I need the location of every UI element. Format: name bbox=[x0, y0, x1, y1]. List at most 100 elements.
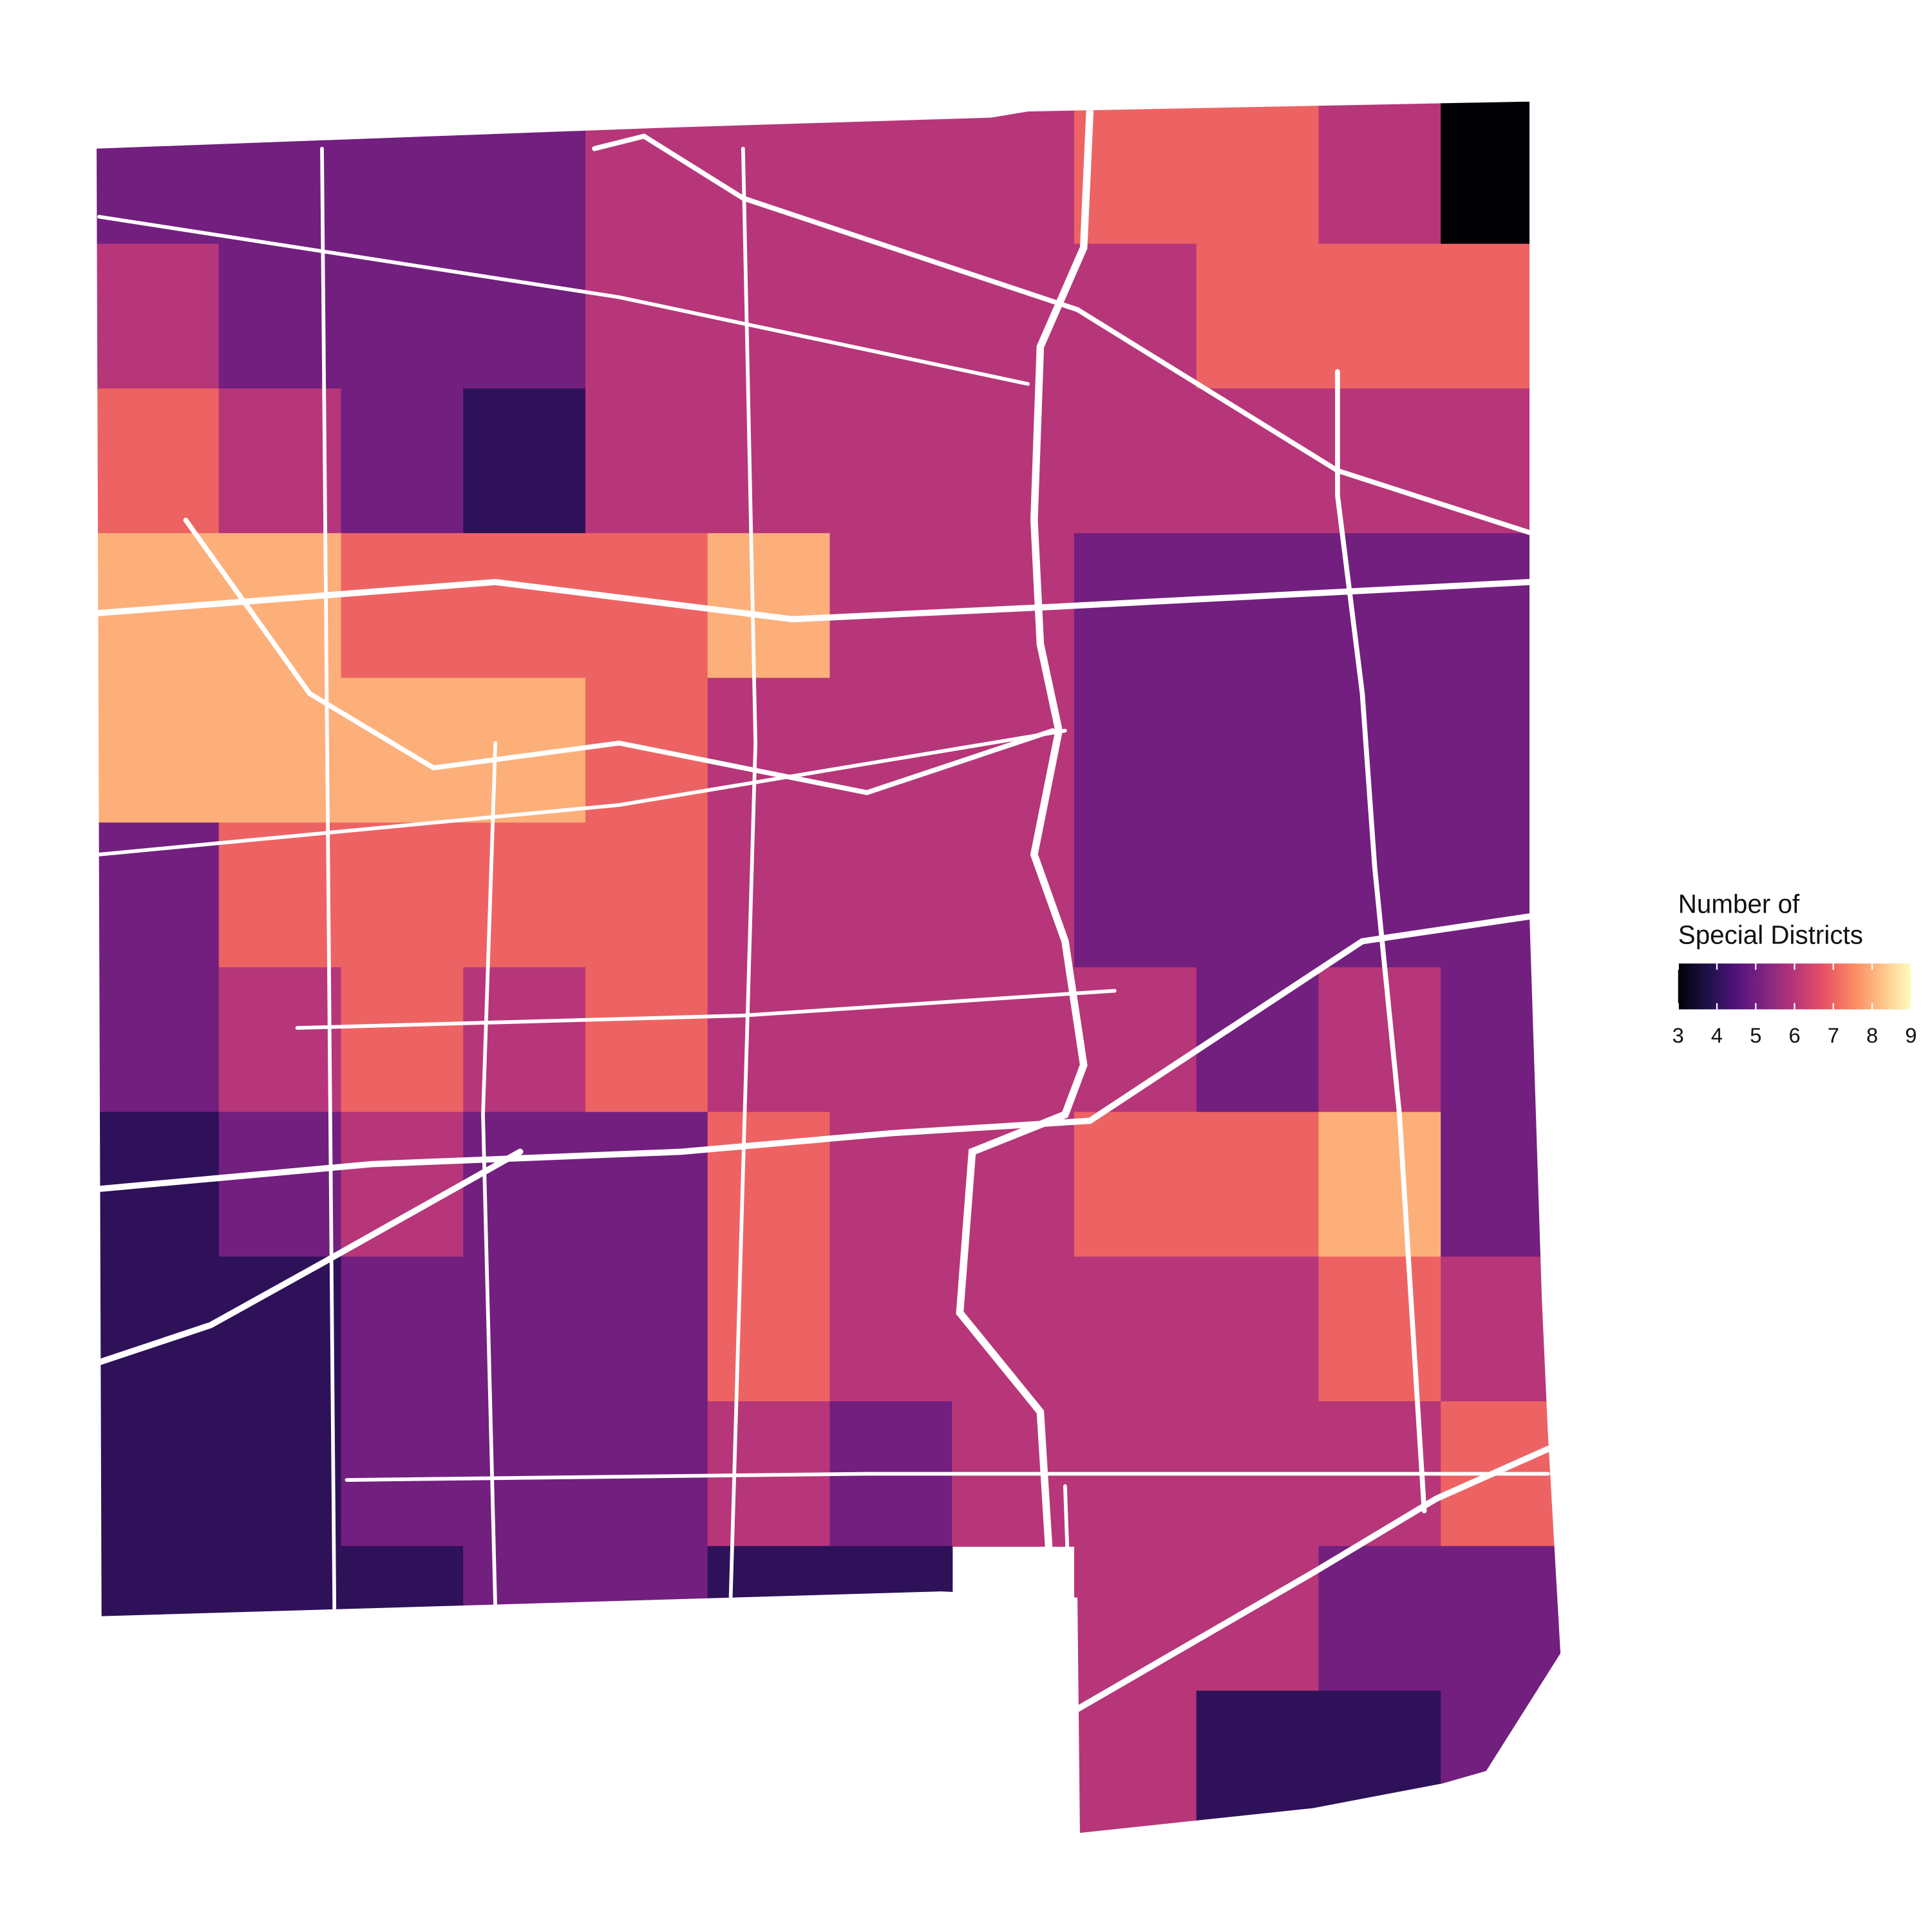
district-cell bbox=[341, 1256, 464, 1403]
district-cell bbox=[218, 533, 342, 679]
legend-tick-label: 7 bbox=[1828, 1023, 1839, 1047]
district-cell bbox=[1196, 677, 1320, 824]
district-cell bbox=[585, 243, 708, 390]
road bbox=[183, 517, 1056, 795]
district-cell bbox=[952, 101, 1075, 245]
district-cell bbox=[1196, 1256, 1320, 1403]
district-cell bbox=[218, 1256, 342, 1403]
highway bbox=[1335, 369, 1427, 1513]
district-cell bbox=[1196, 388, 1320, 535]
district-cell bbox=[1196, 101, 1320, 245]
district-cell bbox=[1074, 101, 1197, 245]
district-cell bbox=[218, 967, 342, 1113]
district-cell bbox=[1196, 1546, 1320, 1692]
district-cell bbox=[829, 822, 953, 969]
district-cell bbox=[585, 388, 708, 535]
district-cell bbox=[1074, 1256, 1197, 1403]
legend-tick-label: 8 bbox=[1866, 1023, 1878, 1047]
district-cell bbox=[1318, 533, 1442, 679]
district-cell bbox=[1074, 1690, 1197, 1833]
district-cell bbox=[341, 822, 464, 969]
district-cell bbox=[341, 1401, 464, 1547]
district-cell bbox=[218, 388, 342, 535]
district-cell bbox=[1074, 388, 1197, 535]
district-cell bbox=[1074, 822, 1197, 969]
district-cell bbox=[1318, 101, 1442, 245]
district-cell bbox=[97, 677, 220, 824]
district-cell bbox=[1318, 822, 1442, 969]
district-cell bbox=[1318, 1546, 1442, 1692]
district-cell bbox=[707, 533, 831, 679]
roads bbox=[97, 108, 1551, 1833]
district-cell bbox=[952, 967, 1075, 1113]
legend-tick-label: 4 bbox=[1711, 1023, 1723, 1047]
district-cell bbox=[1196, 243, 1320, 390]
district-cell bbox=[1074, 1112, 1197, 1258]
district-cell bbox=[707, 1256, 831, 1403]
district-cell bbox=[707, 388, 831, 535]
road bbox=[345, 1472, 1550, 1482]
district-cell bbox=[829, 967, 953, 1113]
district-cell bbox=[218, 822, 342, 969]
district-cell bbox=[829, 1256, 953, 1403]
legend-tick-label: 6 bbox=[1788, 1023, 1800, 1047]
district-cell bbox=[829, 101, 953, 245]
district-cell bbox=[707, 822, 831, 969]
legend-tick-label: 3 bbox=[1672, 1023, 1684, 1047]
legend-tick-label: 5 bbox=[1750, 1023, 1761, 1047]
highway bbox=[956, 108, 1094, 1614]
district-cell bbox=[829, 243, 953, 390]
district-cell bbox=[585, 1112, 708, 1258]
district-cell bbox=[707, 967, 831, 1113]
legend-title: Number of bbox=[1678, 889, 1800, 918]
district-cell bbox=[1318, 1256, 1442, 1403]
district-cell bbox=[707, 243, 831, 390]
district-cell bbox=[1196, 1112, 1320, 1258]
district-cell bbox=[341, 243, 464, 390]
road bbox=[592, 133, 1532, 535]
district-cell bbox=[829, 677, 953, 824]
road bbox=[481, 741, 498, 1612]
district-cell bbox=[97, 243, 220, 390]
district-cell bbox=[829, 388, 953, 535]
district-cell bbox=[218, 1112, 342, 1258]
district-cell bbox=[463, 388, 587, 535]
district-cell bbox=[1196, 822, 1320, 969]
district-cell bbox=[585, 1401, 708, 1547]
district-cell bbox=[1441, 1256, 1561, 1403]
district-cell bbox=[463, 243, 587, 390]
district-cell bbox=[707, 677, 831, 824]
district-cell bbox=[585, 967, 708, 1113]
district-cell bbox=[1318, 243, 1442, 390]
legend-colorbar bbox=[1678, 963, 1911, 1010]
district-cell bbox=[585, 1256, 708, 1403]
district-cell bbox=[707, 1112, 831, 1258]
district-cell bbox=[1318, 967, 1442, 1113]
district-cell bbox=[341, 967, 464, 1113]
highway bbox=[97, 913, 1533, 1192]
district-cell bbox=[97, 388, 220, 535]
road bbox=[295, 989, 1117, 1030]
district-cell bbox=[341, 1112, 464, 1258]
district-cell bbox=[1074, 677, 1197, 824]
district-cell bbox=[585, 822, 708, 969]
district-cell bbox=[1441, 1546, 1561, 1692]
district-cell bbox=[952, 822, 1075, 969]
district-cell bbox=[1318, 1112, 1442, 1258]
road bbox=[320, 146, 337, 1612]
district-cell bbox=[463, 533, 587, 679]
road bbox=[97, 728, 1067, 857]
legend-title: Special Districts bbox=[1678, 920, 1863, 949]
district-cell bbox=[97, 967, 220, 1113]
highway bbox=[97, 579, 1533, 623]
district-cell bbox=[952, 388, 1075, 535]
district-cell bbox=[341, 388, 464, 535]
district-cell bbox=[218, 1401, 342, 1547]
district-cell bbox=[829, 533, 953, 679]
legend-tick-label: 9 bbox=[1905, 1023, 1917, 1047]
district-cell bbox=[1196, 533, 1320, 679]
district-cell bbox=[463, 822, 587, 969]
road bbox=[728, 146, 757, 1600]
district-cell bbox=[341, 533, 464, 679]
